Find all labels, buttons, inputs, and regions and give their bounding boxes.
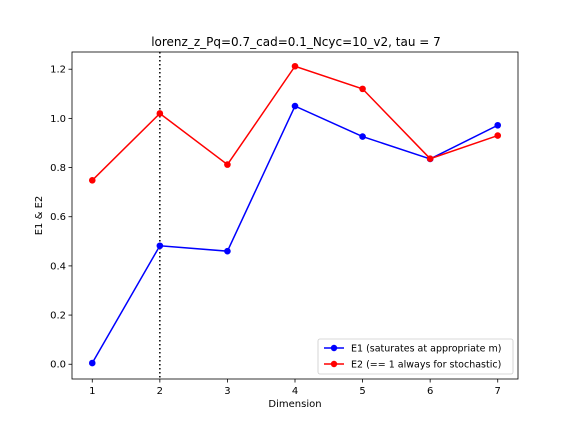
x-tick-label: 2	[157, 386, 163, 397]
y-tick-label: 1.2	[50, 65, 66, 76]
x-axis-label: Dimension	[268, 399, 321, 410]
data-point-e1	[224, 247, 231, 255]
legend-e2-marker	[330, 360, 338, 368]
y-tick-label: 0.0	[50, 360, 66, 371]
x-tick-label: 3	[224, 386, 230, 397]
data-point-e1	[291, 102, 299, 110]
data-point-e1	[494, 121, 502, 129]
data-point-e2	[494, 132, 502, 139]
x-tick-label: 7	[495, 386, 501, 397]
data-point-e2	[88, 177, 96, 184]
plot-frame	[71, 51, 519, 380]
x-tick-label: 6	[427, 386, 433, 397]
data-point-e2	[426, 155, 434, 163]
x-tick-label: 1	[89, 386, 95, 397]
y-tick-label: 0.8	[50, 163, 66, 174]
data-point-e1	[359, 133, 366, 140]
y-tick-label: 0.4	[50, 261, 66, 272]
data-point-e2	[224, 161, 231, 168]
legend-e1-label: E1 (saturates at appropriate m)	[351, 344, 501, 355]
legend-e1-marker	[330, 344, 338, 352]
data-point-e1	[88, 359, 96, 367]
series-layer	[88, 62, 502, 367]
y-tick-label: 0.2	[50, 311, 66, 322]
data-point-e2	[359, 85, 366, 93]
data-point-e1	[156, 242, 164, 250]
y-axis-label: E1 & E2	[34, 196, 45, 236]
y-axis: 0.0 0.2 0.4 0.6 0.8 1.0 1.2	[50, 65, 72, 371]
legend-box	[317, 338, 514, 375]
chart-title: lorenz_z_Pq=0.7_cad=0.1_Ncyc=10_v2, tau …	[151, 35, 441, 49]
x-tick-label: 5	[359, 386, 365, 397]
y-tick-label: 1.0	[50, 114, 66, 125]
x-tick-label: 4	[292, 386, 298, 397]
x-axis: 1 2 3 4 5 6 7	[89, 379, 501, 397]
y-tick-label: 0.6	[50, 212, 66, 223]
data-point-e2	[291, 62, 299, 70]
legend-e2-label: E2 (== 1 always for stochastic)	[351, 360, 501, 371]
data-point-e2	[156, 110, 164, 117]
legend: E1 (saturates at appropriate m) E2 (== 1…	[317, 338, 514, 375]
